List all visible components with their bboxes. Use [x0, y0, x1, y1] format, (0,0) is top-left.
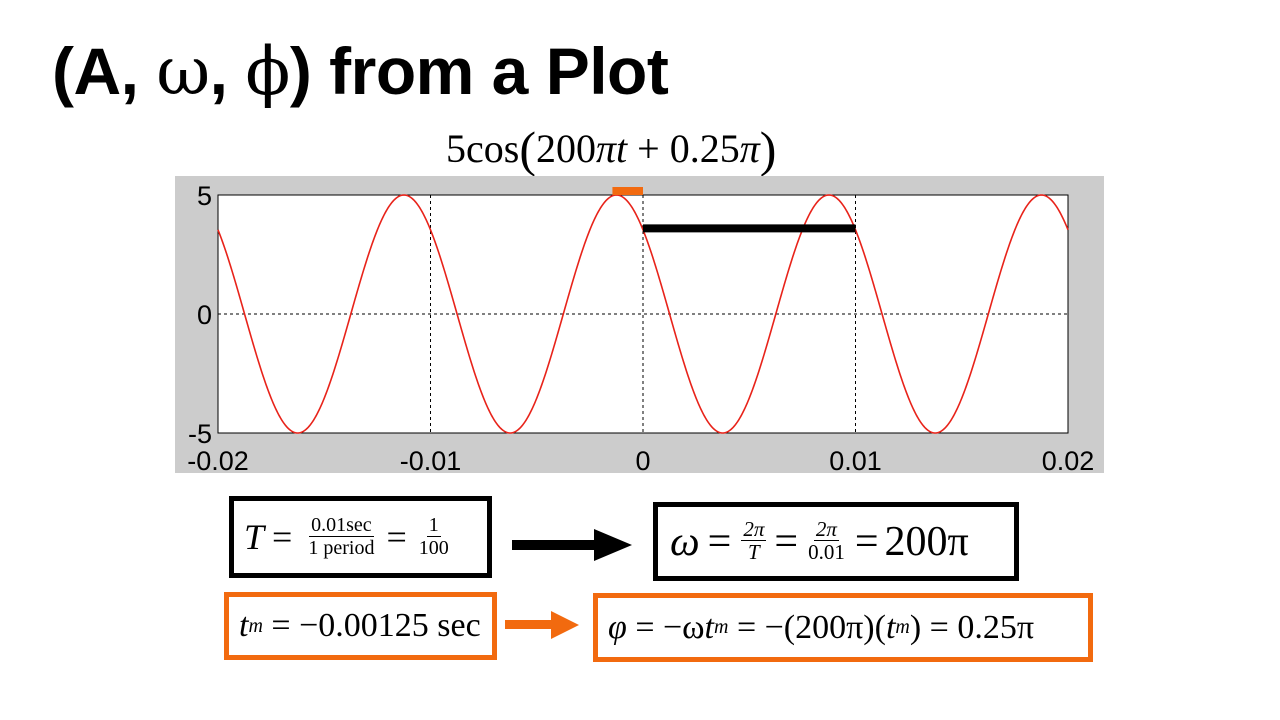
omega-eq2: = [774, 518, 799, 565]
chart-title-close: ) [759, 121, 777, 177]
phase-t1: t [704, 608, 714, 646]
title-sep: , [209, 34, 246, 108]
chart-title-coef: 200 [535, 126, 596, 171]
period-frac2: 1 100 [417, 514, 451, 560]
phase-t2: t [885, 608, 896, 646]
omega-eq1: = [707, 518, 732, 565]
y-tick-label-0: 5 [197, 181, 212, 211]
chart-title-rest: + 0.25 [627, 126, 740, 171]
orange-arrow-icon [505, 611, 579, 639]
phase-part2: = −(200π)( [728, 608, 886, 646]
omega-num1: 2π [741, 517, 767, 542]
omega-num2: 2π [813, 517, 839, 542]
omega-den2: 0.01 [808, 540, 845, 565]
period-eq2: = [386, 517, 407, 557]
chart-title-amp: 5cos [446, 126, 520, 171]
chart-title-pi2: π [739, 126, 760, 171]
slide-title: (A, ω, ϕ) from a Plot [52, 38, 669, 105]
period-eq1: = [272, 517, 293, 557]
period-den2: 100 [418, 537, 449, 559]
x-tick-label-0: -0.02 [187, 446, 249, 476]
omega-frac1: 2π T [741, 517, 767, 565]
omega-frac2: 2π 0.01 [806, 518, 847, 564]
chart-title-open: ( [519, 121, 536, 177]
phase-equation-box: φ = −ω t m = −(200π)(t m) = 0.25π [593, 593, 1093, 662]
title-prefix: (A, [52, 34, 157, 108]
chart-title-t: t [616, 126, 628, 171]
phase-sub2: m [895, 616, 910, 638]
x-tick-label-4: 0.02 [1042, 446, 1095, 476]
phase-part3: ) = 0.25π [909, 608, 1035, 646]
phase-part1: = −ω [626, 608, 705, 646]
y-tick-label-1: 0 [197, 300, 212, 330]
phase-lhs: φ [608, 608, 627, 646]
chart-title-pi: π [595, 126, 617, 171]
x-tick-label-2: 0 [635, 446, 650, 476]
omega-lhs: ω [670, 518, 700, 565]
chart-title: 5cos(200πt + 0.25π) [446, 124, 776, 174]
tm-sub: m [248, 614, 263, 637]
title-phi: ϕ [245, 33, 290, 110]
period-lhs: T [244, 517, 265, 557]
omega-den1: T [748, 540, 760, 565]
omega-result: 200π [884, 518, 969, 565]
tm-lhs: t [239, 607, 249, 644]
phase-sub1: m [714, 616, 729, 638]
omega-equation-box: ω = 2π T = 2π 0.01 = 200π [653, 502, 1019, 581]
y-tick-label-2: -5 [188, 419, 212, 449]
tm-value: = −0.00125 sec [262, 607, 481, 644]
black-arrow-icon [512, 529, 632, 561]
period-frac1: 0.01sec 1 period [306, 514, 376, 560]
title-suffix: ) from a Plot [289, 34, 669, 108]
omega-eq3: = [854, 518, 879, 565]
peak-offset-marker [612, 187, 643, 195]
period-num1: 0.01sec [309, 514, 374, 537]
title-omega: ω [156, 33, 210, 110]
period-den1: 1 period [308, 537, 375, 559]
x-tick-label-1: -0.01 [400, 446, 462, 476]
x-tick-label-3: 0.01 [829, 446, 882, 476]
period-num2: 1 [426, 514, 441, 537]
period-equation-box: T = 0.01sec 1 period = 1 100 [229, 496, 492, 578]
